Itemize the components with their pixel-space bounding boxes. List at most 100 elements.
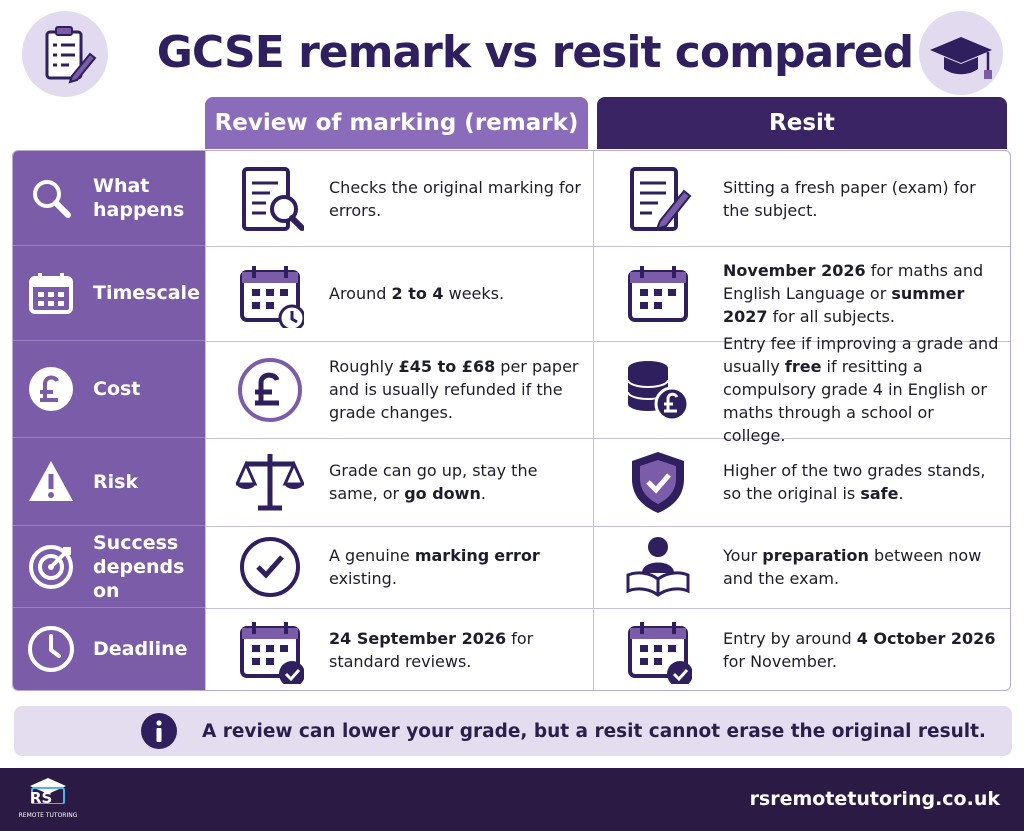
text-run: Around bbox=[329, 284, 392, 303]
bold-text: 4 October 2026 bbox=[856, 628, 996, 648]
remark-icon bbox=[240, 265, 304, 328]
row-icon bbox=[29, 460, 73, 501]
resit-cell: Sitting a fresh paper (exam) for the sub… bbox=[593, 151, 1010, 246]
remark-icon bbox=[238, 357, 302, 422]
text-run: if resitting a compulsory grade 4 in Eng… bbox=[723, 357, 987, 445]
text-run: existing. bbox=[329, 569, 397, 588]
remark-cell: A genuine marking error existing. bbox=[205, 526, 593, 608]
bold-text: preparation bbox=[762, 546, 869, 565]
text-run: Checks the original marking for errors. bbox=[329, 177, 581, 220]
info-icon bbox=[141, 713, 177, 749]
note-text: A review can lower your grade, but a res… bbox=[202, 720, 986, 742]
resit-icon bbox=[627, 360, 690, 421]
bold-text: 24 September 2026 bbox=[329, 628, 507, 648]
row-icon bbox=[28, 626, 74, 672]
resit-icon bbox=[628, 265, 688, 322]
row-icon bbox=[33, 180, 71, 218]
row-label: Timescale bbox=[13, 246, 205, 341]
resit-text: November 2026 for maths and English Lang… bbox=[723, 259, 999, 328]
remark-cell: 24 September 2026 for standard reviews. bbox=[205, 608, 593, 690]
text-run: Grade can go up, stay the same, or bbox=[329, 461, 538, 503]
remark-text: A genuine marking error existing. bbox=[329, 544, 581, 590]
graduation-cap-icon bbox=[919, 11, 1003, 95]
clipboard-icon bbox=[22, 11, 108, 97]
text-run: Higher of the two grades stands, so the … bbox=[723, 461, 986, 503]
text-run: for all subjects. bbox=[767, 307, 895, 326]
logo-subtext: REMOTE TUTORING bbox=[18, 812, 78, 819]
text-run: A genuine bbox=[329, 546, 415, 565]
text-run: Sitting a fresh paper (exam) for the sub… bbox=[723, 177, 976, 220]
bold-text: go down bbox=[404, 484, 481, 503]
remark-icon bbox=[240, 537, 300, 597]
remark-cell: Checks the original marking for errors. bbox=[205, 151, 593, 246]
table-row: Deadline 24 September 2026 for standard r… bbox=[13, 608, 1010, 690]
row-label: Cost bbox=[13, 341, 205, 438]
resit-cell: Entry by around 4 October 2026 for Novem… bbox=[593, 608, 1010, 690]
bold-text: marking bbox=[414, 546, 490, 565]
row-label: What happens bbox=[13, 151, 205, 246]
bold-text: £45 to £68 bbox=[398, 357, 496, 376]
remark-text: 24 September 2026 for standard reviews. bbox=[329, 627, 581, 673]
remark-icon bbox=[242, 166, 304, 231]
bold-text: 2 to 4 bbox=[391, 284, 444, 303]
text-run: per paper and is usually refunded if the… bbox=[329, 357, 579, 422]
text-run: Your bbox=[723, 546, 763, 565]
resit-text: Entry fee if improving a grade and usual… bbox=[723, 332, 999, 447]
remark-cell: Grade can go up, stay the same, or go do… bbox=[205, 438, 593, 526]
remark-icon bbox=[236, 454, 304, 511]
text-run: . bbox=[898, 484, 904, 503]
text-run: for standard reviews. bbox=[329, 628, 534, 671]
remark-text: Around 2 to 4 weeks. bbox=[329, 282, 581, 305]
row-label: Success depends on bbox=[13, 526, 205, 608]
resit-icon bbox=[632, 452, 684, 513]
table-row: Success depends on A genuine marking erro… bbox=[13, 526, 1010, 609]
remark-cell: Roughly £45 to £68 per paper and is usua… bbox=[205, 341, 593, 438]
column-header: Review of marking (remark) bbox=[205, 97, 588, 149]
logo-cap bbox=[30, 778, 66, 804]
resit-icon bbox=[630, 166, 692, 231]
text-run: Entry fee if improving a grade and usual… bbox=[723, 334, 999, 376]
logo-text: RS bbox=[30, 789, 53, 807]
resit-icon bbox=[628, 621, 692, 684]
resit-text: Higher of the two grades stands, so the … bbox=[723, 459, 999, 505]
row-label: Deadline bbox=[13, 608, 205, 690]
resit-cell: Entry fee if improving a grade and usual… bbox=[593, 334, 1010, 445]
url: rsremotetutoring.co.uk bbox=[749, 788, 1000, 810]
table-row: Risk Grade can go up, stay the same, or g… bbox=[13, 438, 1010, 527]
bold-text: summer 2027 bbox=[723, 284, 965, 326]
resit-text: Your preparation between now and the exa… bbox=[723, 544, 999, 590]
text-run: for November. bbox=[723, 651, 837, 671]
row-label-text: Risk bbox=[93, 470, 139, 493]
table-row: Timescale Around 2 to 4 weeks. November 20… bbox=[13, 246, 1010, 342]
bold-text: November 2026 bbox=[723, 261, 866, 280]
text-run: Entry by around bbox=[723, 628, 857, 648]
resit-cell: Your preparation between now and the exa… bbox=[593, 526, 1010, 608]
row-label-text: What happens bbox=[93, 175, 185, 221]
resit-text: Entry by around 4 October 2026 for Novem… bbox=[723, 627, 999, 673]
row-label: Risk bbox=[13, 438, 205, 526]
text-run: . bbox=[480, 484, 486, 503]
row-label-text: Cost bbox=[93, 378, 141, 400]
column-header: Resit bbox=[597, 97, 1007, 149]
row-icon bbox=[29, 544, 73, 589]
row-label-text: Success depends on bbox=[93, 531, 185, 602]
resit-text: Sitting a fresh paper (exam) for the sub… bbox=[723, 176, 999, 222]
title: GCSE remark vs resit compared bbox=[156, 27, 914, 78]
bold-text: safe bbox=[860, 484, 899, 503]
text-run: weeks. bbox=[443, 284, 505, 303]
text-run: Roughly bbox=[329, 357, 399, 376]
text-run: between now and the exam. bbox=[723, 546, 982, 588]
row-icon bbox=[29, 367, 73, 411]
bold-text: free bbox=[784, 357, 822, 376]
text-run: for maths and English Language or bbox=[723, 261, 984, 303]
remark-icon bbox=[240, 621, 304, 684]
resit-cell: Higher of the two grades stands, so the … bbox=[593, 438, 1010, 526]
comparison-table: What happens Checks the original marking … bbox=[12, 150, 1011, 691]
footer: RS REMOTE TUTORING rsremotetutoring.co.u… bbox=[0, 768, 1024, 831]
resit-cell: November 2026 for maths and English Lang… bbox=[593, 246, 1010, 341]
bold-text: error bbox=[494, 546, 540, 565]
row-label-text: Timescale bbox=[93, 282, 200, 304]
table-row: What happens Checks the original marking … bbox=[13, 151, 1010, 247]
remark-text: Roughly £45 to £68 per paper and is usua… bbox=[329, 355, 581, 424]
